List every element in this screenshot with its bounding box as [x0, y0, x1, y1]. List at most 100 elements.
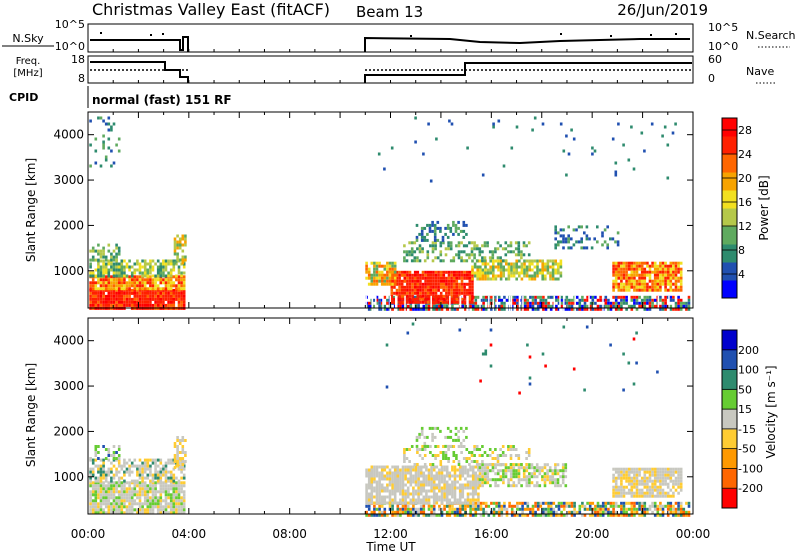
heatmap-cell — [439, 297, 443, 301]
heatmap-cell — [395, 291, 399, 295]
heatmap-cell — [432, 498, 436, 502]
heatmap-cell — [622, 510, 626, 514]
heatmap-cell — [533, 277, 537, 281]
heatmap-cell — [643, 476, 647, 480]
heatmap-cell — [523, 304, 527, 308]
heatmap-cell — [167, 284, 170, 288]
heatmap-cell — [373, 495, 376, 499]
heatmap-cell — [674, 276, 678, 280]
heatmap-cell — [609, 343, 612, 347]
heatmap-cell — [515, 277, 518, 281]
heatmap-cell — [659, 504, 662, 508]
colorbar-swatch — [722, 172, 737, 191]
heatmap-cell — [169, 278, 173, 282]
heatmap-cell — [633, 485, 636, 489]
heatmap-cell — [451, 480, 454, 484]
heatmap-cell — [367, 270, 371, 274]
heatmap-cell — [452, 223, 455, 227]
heatmap-cell — [646, 295, 649, 299]
heatmap-cell — [486, 475, 490, 479]
heatmap-cell — [391, 270, 394, 274]
heatmap-cell — [433, 223, 437, 227]
heatmap-cell — [373, 486, 376, 490]
heatmap-cell — [651, 510, 654, 514]
heatmap-cell — [538, 466, 542, 470]
heatmap-cell — [531, 274, 534, 278]
heatmap-cell — [107, 493, 111, 497]
heatmap-cell — [509, 475, 513, 479]
heatmap-cell — [125, 496, 129, 500]
heatmap-cell — [453, 513, 457, 517]
heatmap-cell — [177, 481, 181, 485]
heatmap-cell — [104, 287, 108, 291]
heatmap-cell — [110, 287, 113, 291]
heatmap-cell — [130, 274, 134, 278]
heatmap-cell — [478, 250, 482, 254]
heatmap-cell — [378, 279, 381, 283]
heatmap-cell — [414, 471, 418, 475]
heatmap-cell — [164, 294, 168, 298]
heatmap-cell — [614, 467, 618, 471]
heatmap-cell — [523, 301, 527, 305]
heatmap-cell — [543, 472, 547, 476]
heatmap-cell — [89, 271, 92, 275]
heatmap-cell — [588, 301, 592, 305]
heatmap-cell — [141, 493, 144, 497]
heatmap-cell — [554, 225, 557, 229]
heatmap-cell — [367, 513, 371, 517]
heatmap-cell — [617, 488, 621, 492]
heatmap-cell — [620, 282, 623, 286]
heatmap-cell — [89, 164, 92, 168]
heatmap-cell — [630, 295, 634, 299]
heatmap-cell — [656, 510, 660, 514]
heatmap-cell — [651, 479, 654, 483]
heatmap-cell — [518, 513, 522, 517]
heatmap-cell — [526, 504, 530, 508]
heatmap-cell — [533, 472, 536, 476]
heatmap-cell — [102, 249, 105, 253]
heatmap-cell — [445, 291, 448, 295]
heatmap-cell — [559, 271, 563, 275]
heatmap-cell — [378, 465, 381, 469]
heatmap-cell — [91, 278, 95, 282]
heatmap-cell — [449, 435, 453, 439]
heatmap-cell — [677, 298, 680, 302]
heatmap-cell — [664, 301, 667, 305]
heatmap-cell — [167, 303, 170, 307]
heatmap-cell — [507, 277, 511, 281]
heatmap-cell — [515, 472, 518, 476]
heatmap-cell — [149, 281, 152, 285]
heatmap-cell — [646, 264, 649, 268]
heatmap-cell — [434, 241, 437, 245]
heatmap-cell — [123, 287, 126, 291]
heatmap-cell — [497, 507, 501, 511]
heatmap-cell — [469, 510, 472, 514]
heatmap-cell — [403, 448, 406, 451]
heatmap-cell — [370, 495, 374, 499]
heatmap-cell — [110, 262, 113, 266]
heatmap-cell — [408, 291, 412, 295]
heatmap-cell — [434, 445, 437, 448]
heatmap-cell — [138, 265, 142, 269]
heatmap-cell — [541, 469, 544, 473]
heatmap-cell — [123, 481, 126, 485]
heatmap-cell — [643, 270, 647, 274]
heatmap-cell — [409, 507, 413, 511]
heatmap-cell — [497, 307, 501, 311]
heatmap-cell — [494, 472, 497, 476]
heatmap-cell — [181, 261, 185, 265]
colorbar-frame — [721, 329, 738, 509]
heatmap-cell — [115, 291, 118, 295]
heatmap-cell — [130, 303, 134, 307]
heatmap-cell — [420, 226, 424, 230]
heatmap-cell — [432, 291, 435, 295]
heatmap-cell — [509, 457, 513, 460]
heatmap-cell — [544, 507, 548, 511]
ytick-label: 4000 — [53, 128, 84, 142]
heatmap-cell — [672, 298, 675, 302]
heatmap-cell — [427, 483, 431, 487]
heatmap-cell — [130, 490, 134, 494]
heatmap-cell — [614, 301, 618, 305]
heatmap-cell — [128, 300, 131, 304]
heatmap-cell — [497, 513, 501, 517]
